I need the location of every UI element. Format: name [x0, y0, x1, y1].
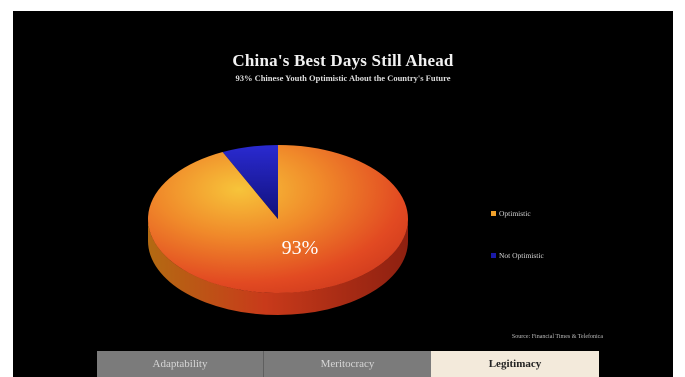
tab-adaptability[interactable]: Adaptability [97, 351, 264, 377]
tab-legitimacy[interactable]: Legitimacy [431, 351, 599, 377]
legend-label: Not Optimistic [499, 251, 544, 260]
pie-slice-not-optimistic [222, 145, 278, 219]
legend-label: Optimistic [499, 209, 531, 218]
pie-top-layer [148, 145, 408, 293]
pie-chart: 93% Optimistic Not Optimistic [148, 145, 544, 315]
tab-meritocracy[interactable]: Meritocracy [264, 351, 431, 377]
section-tabs: Adaptability Meritocracy Legitimacy [97, 351, 599, 377]
presentation-slide: China's Best Days Still Ahead 93% Chines… [13, 11, 673, 377]
pie-side-wall [148, 219, 408, 315]
slice-value-label: 93% [282, 237, 319, 259]
legend: Optimistic Not Optimistic [491, 209, 544, 260]
legend-swatch [491, 253, 496, 258]
legend-swatch [491, 211, 496, 216]
pie-side-layer [148, 219, 408, 315]
chart-title: China's Best Days Still Ahead [232, 51, 454, 70]
chart-subtitle: 93% Chinese Youth Optimistic About the C… [235, 73, 451, 83]
chart-source: Source: Financial Times & Telefonica [511, 334, 603, 340]
